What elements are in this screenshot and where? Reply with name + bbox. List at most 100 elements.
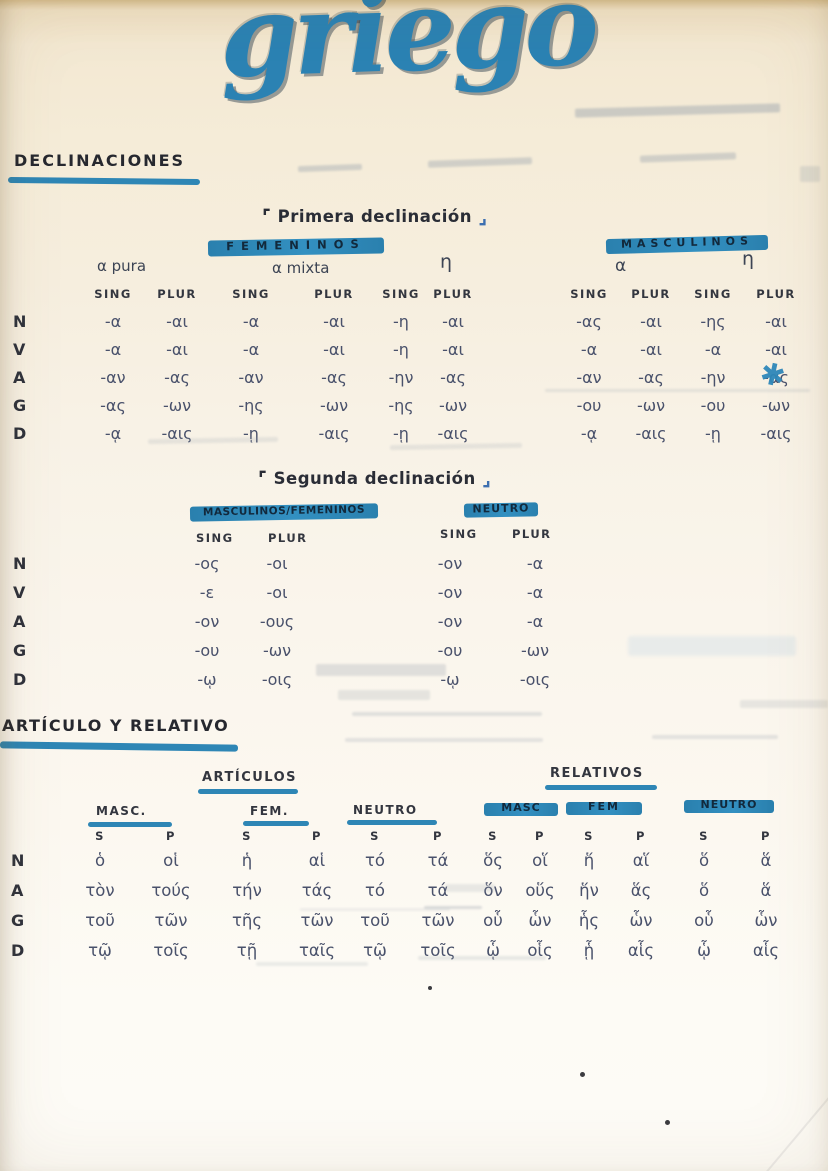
erased-smudge [256,962,368,966]
case-label: V [13,340,26,359]
ending-cell: τοῖς [153,941,189,960]
ending-cell: -ον [194,612,220,631]
page-title: griego [217,0,597,104]
col-header-plur: PLUR [512,527,552,541]
case-labels-articulo: N A G D [11,851,24,971]
segunda-title: ⌜ Segunda declinación ⌟ [258,467,491,490]
ending-cell: -αις [318,424,350,443]
ending-cell: ὧν [754,911,778,930]
ending-cell: -ου [576,396,602,415]
ending-cell: τῷ [363,941,387,960]
ending-cell: -οι [266,583,288,602]
ending-cell: -α [526,583,544,602]
relativos-table: ὅς οἵ ἥ αἵ ὅ ἅ ὅν οὕς ἥν ἅς ὅ ἅ οὗ ὧν ἧς ὧν οὗ ὧν ᾧ οἷς ᾗ αἷς… [470,851,792,971]
ending-cell: -ης [700,312,726,331]
ending-cell: -ῃ [705,424,721,443]
case-label: G [13,641,27,660]
ending-cell: -α [526,554,544,573]
case-label: D [13,424,27,443]
ending-cell: -ῃ [243,424,259,443]
ending-cell: -αι [166,312,188,331]
ending-cell: ᾧ [486,941,500,960]
ending-cell: ἥν [579,881,599,900]
col-header-plur: PLUR [433,287,473,301]
femeninos-header: FEMENINOS [207,237,385,257]
ending-cell: -ων [761,396,791,415]
ending-cell: -αι [640,340,662,359]
articulos-underline [198,789,298,794]
articulos-table: ὁ οἱ ἡ αἱ τό τά τὸν τούς τήν τάς τό τά τοῦ τῶν τῆς τῶν τ… [64,851,472,971]
col-header-s: S [242,829,252,843]
ending-cell: -α [104,340,122,359]
segunda-neutro-table: -ον -α -ον -α -ον -α -ου -ων -ῳ -οις [415,554,585,699]
ending-cell: -οι [266,554,288,573]
col-header-p: P [535,829,545,843]
col-header-p: P [761,829,771,843]
ending-cell: οἵ [532,851,548,870]
ending-cell: -ων [438,396,468,415]
ending-cell: -ων [636,396,666,415]
masc-subheaders: SING PLUR SING PLUR [558,287,808,301]
ending-cell: οὗ [483,911,503,930]
case-label: G [13,396,27,415]
ending-cell: -οις [261,670,293,689]
ending-cell: ἅ [760,881,772,900]
articulos-neutro-header: NEUTRO [353,803,418,817]
case-label: N [13,554,27,573]
ending-cell: ἅ [760,851,772,870]
ending-cell: -α [104,312,122,331]
ending-cell: οἱ [163,851,179,870]
case-label: D [11,941,25,960]
articulos-fem-header: FEM. [250,804,289,818]
articulos-masc-header: MASC. [96,804,147,818]
case-label: V [13,583,26,602]
ending-cell: -α [242,312,260,331]
ending-cell: -ον [437,612,463,631]
articulos-header: ARTÍCULOS [202,770,298,785]
case-label: G [11,911,25,930]
ending-cell: τοῦ [85,911,115,930]
relativos-masc-header: MASC [484,801,558,816]
heading-underline [7,176,201,186]
erased-block [628,636,796,656]
relativos-sp-headers: S P S P S P [470,829,792,843]
segunda-neutro-label: NEUTRO [472,501,530,515]
ending-cell: -αν [576,368,602,387]
case-label: N [13,312,27,331]
primera-femeninos-table: -α -αι -α -αι -η -αι -α -αι -α -αι -η -αι -αν -ας -αν -… [82,312,480,452]
ending-cell: -ην [700,368,726,387]
ending-cell: ὁ [94,851,106,870]
ending-cell: ἡ [241,851,253,870]
ending-cell: τό [364,851,386,870]
case-labels-primera: N V A G D [13,312,26,452]
erased-smudge [338,690,430,700]
ending-cell: -αν [238,368,264,387]
ending-cell: τήν [232,881,262,900]
case-label: D [13,670,27,689]
erased-smudge [652,735,778,739]
ending-cell: -ων [520,641,550,660]
col-header-sing: SING [232,287,270,301]
ending-cell: τά [427,851,449,870]
ending-cell: -α [242,340,260,359]
case-label: A [11,881,24,900]
ending-cell: τῇ [236,941,258,960]
ending-cell: αἷς [752,941,780,960]
col-header-plur: PLUR [268,531,308,545]
ending-cell: -αι [166,340,188,359]
segunda-masc-fem-header: MASCULINOS/FEMENINOS [189,503,379,522]
ending-cell: -ης [238,396,264,415]
heading-underline [0,741,239,752]
ending-cell: ᾧ [697,941,711,960]
bracket-open-icon: ⌜ [262,206,272,228]
relativos-underline [545,785,657,790]
segunda-neutro-header: NEUTRO [463,501,539,518]
col-header-plur: PLUR [157,287,197,301]
case-label: A [13,612,26,631]
segunda-masc-fem-label: MASCULINOS/FEMENINOS [202,503,366,518]
ending-cell: -ος [194,554,220,573]
col-header-plur: PLUR [756,287,796,301]
col-header-p: P [433,829,443,843]
heading-articulo-relativo: ARTÍCULO Y RELATIVO [2,716,230,735]
